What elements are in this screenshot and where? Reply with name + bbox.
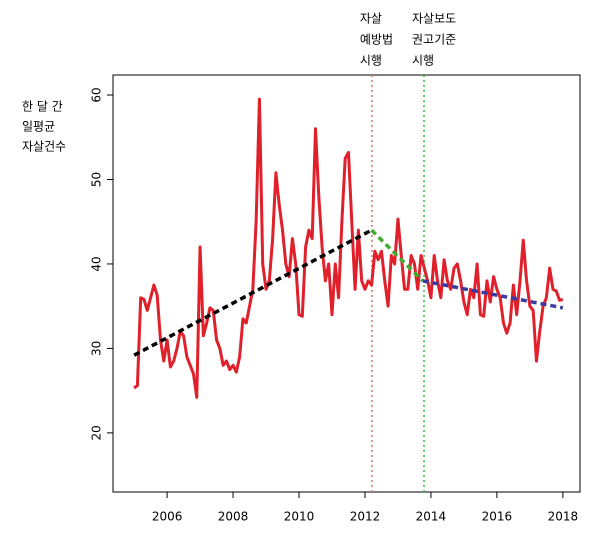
x-tick-label: 2018 <box>548 510 579 524</box>
y-tick-label: 20 <box>90 425 104 440</box>
y-axis-label: 자살건수 <box>22 140 66 154</box>
y-axis-label: 한 달 간 <box>22 100 63 114</box>
annotation: 자살보도 <box>412 12 456 26</box>
trend-line <box>370 228 424 283</box>
x-tick-label: 2006 <box>152 510 183 524</box>
x-tick-label: 2012 <box>350 510 381 524</box>
y-tick-label: 60 <box>90 87 104 102</box>
y-tick-label: 50 <box>90 172 104 187</box>
y-tick-label: 30 <box>90 341 104 356</box>
trend-line <box>133 228 373 357</box>
x-tick-label: 2010 <box>284 510 315 524</box>
trend-line <box>422 279 564 310</box>
annotation: 시행 <box>412 53 434 68</box>
annotation: 예방법 <box>360 33 393 47</box>
plot-box <box>112 74 581 493</box>
annotation: 권고기준 <box>412 33 456 47</box>
x-tick-label: 2008 <box>218 510 249 524</box>
data-line <box>133 97 564 399</box>
annotation: 시행 <box>360 53 382 68</box>
x-tick-label: 2014 <box>416 510 447 524</box>
annotation: 자살 <box>360 12 382 26</box>
y-axis-label: 일평균 <box>22 120 55 134</box>
x-tick-label: 2016 <box>482 510 513 524</box>
y-tick-label: 40 <box>90 256 104 271</box>
